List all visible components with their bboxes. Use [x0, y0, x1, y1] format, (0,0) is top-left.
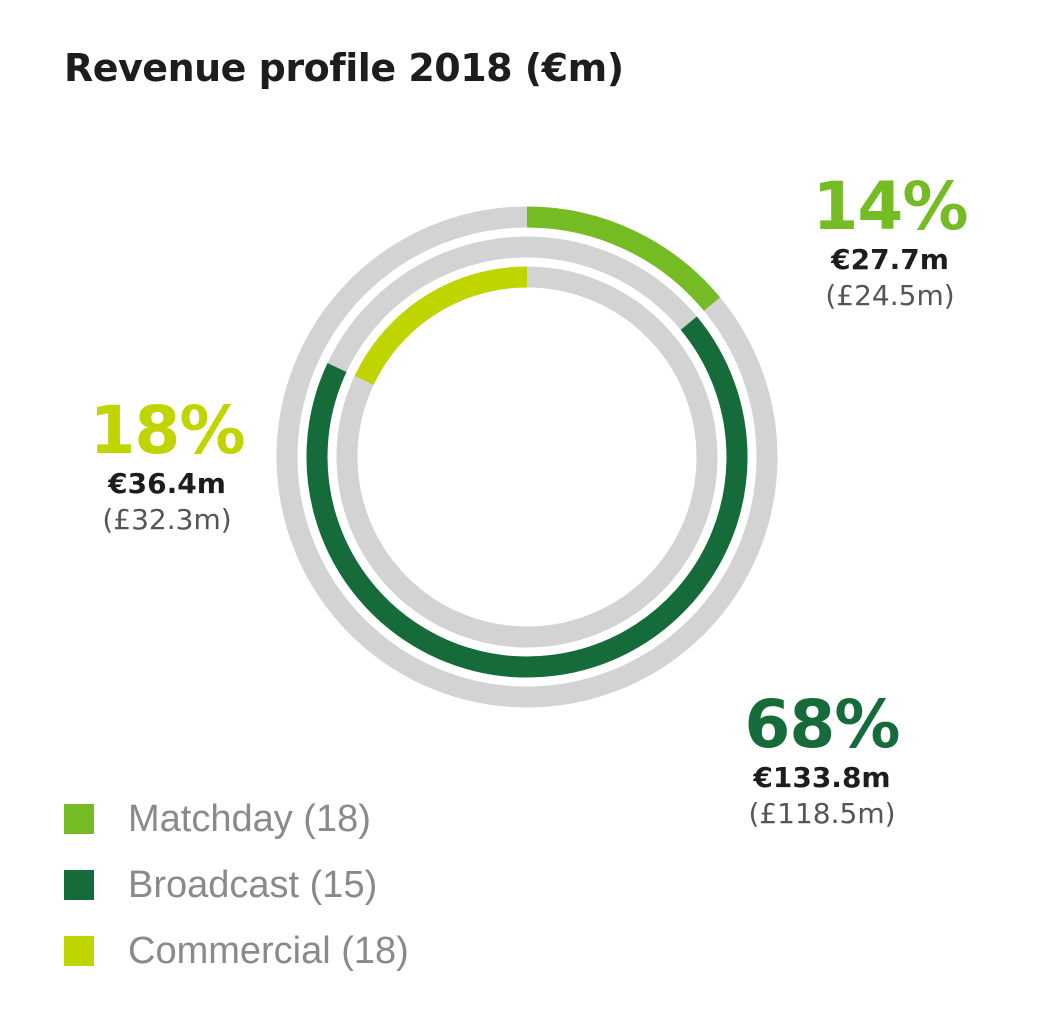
label-commercial: 18% €36.4m (£32.3m) [62, 396, 272, 538]
label-matchday: 14% €27.7m (£24.5m) [790, 172, 990, 314]
legend-label: Matchday (18) [128, 797, 371, 840]
eur-label: €27.7m [831, 243, 949, 276]
percent-label: 18% [89, 392, 246, 469]
percent-label: 68% [744, 686, 901, 763]
legend-label: Broadcast (15) [128, 863, 378, 906]
percent-label: 14% [812, 168, 969, 245]
legend-item-commercial: Commercial (18) [64, 918, 409, 984]
slice-matchday [526, 206, 721, 311]
legend-item-matchday: Matchday (18) [64, 786, 409, 852]
gbp-label: (£118.5m) [748, 797, 896, 830]
gbp-label: (£24.5m) [825, 279, 955, 312]
legend-label: Commercial (18) [128, 929, 409, 972]
gbp-label: (£32.3m) [102, 503, 232, 536]
slice-broadcast [306, 316, 748, 678]
legend-swatch [64, 936, 94, 966]
chart-title: Revenue profile 2018 (€m) [64, 46, 624, 90]
legend-swatch [64, 870, 94, 900]
legend: Matchday (18) Broadcast (15) Commercial … [64, 786, 409, 984]
eur-label: €133.8m [753, 761, 891, 794]
legend-swatch [64, 804, 94, 834]
label-broadcast: 68% €133.8m (£118.5m) [712, 690, 932, 832]
legend-item-broadcast: Broadcast (15) [64, 852, 409, 918]
slice-commercial [354, 266, 528, 385]
eur-label: €36.4m [108, 467, 226, 500]
